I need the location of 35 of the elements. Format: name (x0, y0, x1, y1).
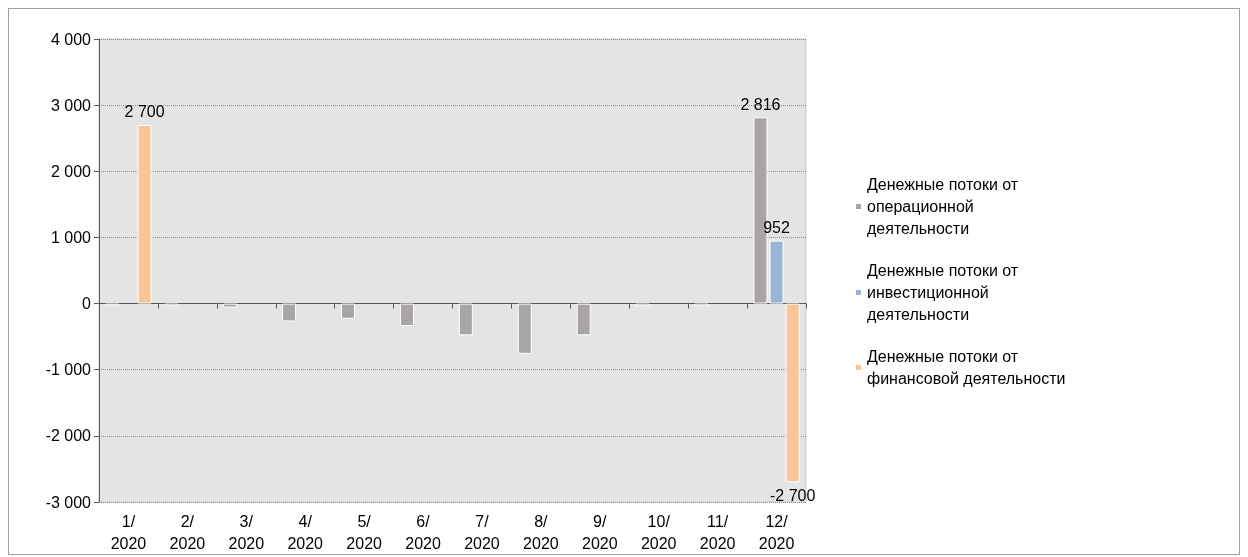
bar (282, 303, 297, 322)
x-tick-label: 8/2020 (523, 512, 559, 552)
x-tick-label: 1/2020 (110, 512, 147, 552)
x-tick-label: 7/2020 (464, 512, 500, 552)
y-tick-label: 0 (82, 295, 92, 313)
data-label: -2 700 (769, 486, 816, 504)
bar (341, 303, 356, 319)
y-tick-label: 4 000 (50, 30, 92, 48)
bar (137, 124, 152, 304)
bar (399, 303, 414, 327)
bar (576, 303, 591, 336)
x-tick-label: 3/2020 (228, 512, 265, 552)
x-tick-label: 11/2020 (699, 512, 736, 552)
y-tick-label: 1 000 (50, 228, 92, 246)
x-tick-label: 4/2020 (287, 512, 324, 552)
bar (223, 303, 238, 308)
legend-label: Денежные потоки от операционной деятельности (867, 176, 1023, 237)
x-tick-label: 2/2020 (169, 512, 206, 552)
x-tick-label: 5/2020 (346, 512, 383, 552)
y-tick-label: 3 000 (50, 96, 92, 114)
bar (458, 303, 473, 336)
bar (517, 303, 532, 354)
y-tick-label: 2 000 (50, 162, 92, 180)
x-tick-label: 9/2020 (581, 512, 618, 552)
x-tick-label: 6/2020 (405, 512, 441, 552)
legend-label: Денежные потоки от инвестиционной деятельности (867, 262, 1023, 323)
x-tick-label: 10/2020 (640, 512, 677, 552)
x-tick-label: 12/2020 (758, 512, 795, 552)
y-tick-label: -1 000 (45, 361, 92, 379)
y-tick-label: -2 000 (45, 427, 92, 445)
data-label: 952 (763, 219, 790, 237)
legend-label: Денежные потоки от финансовой деятельности (867, 348, 1066, 387)
y-tick-label: -3 000 (45, 493, 92, 511)
data-label: 2 816 (740, 95, 781, 113)
data-label: 2 700 (124, 103, 165, 121)
